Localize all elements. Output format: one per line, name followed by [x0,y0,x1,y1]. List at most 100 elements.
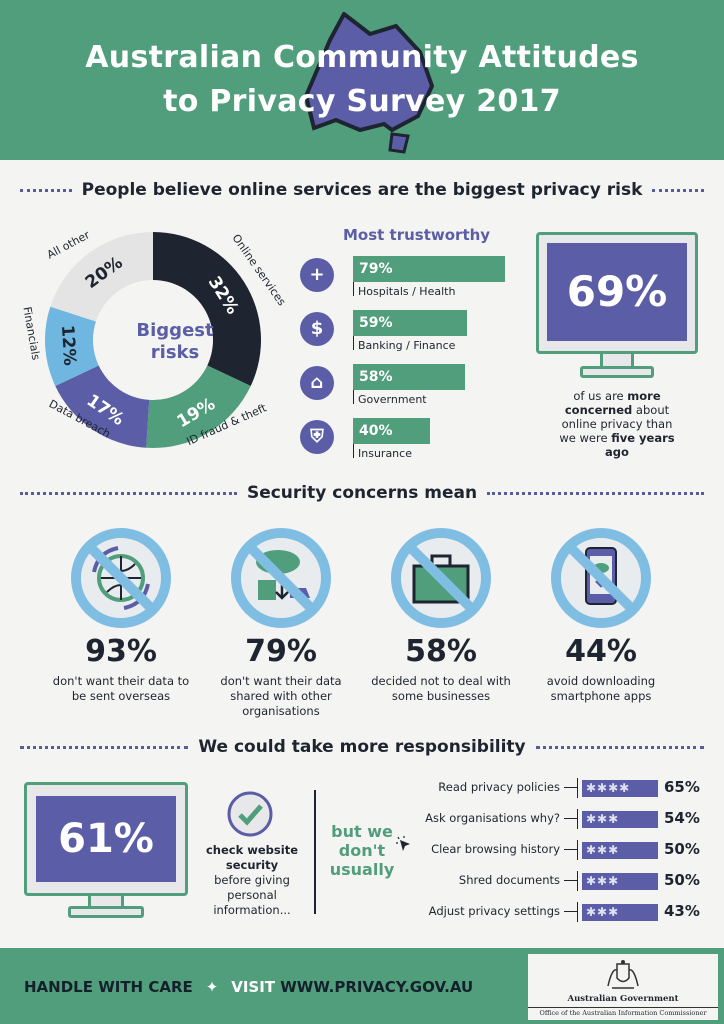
monitor-stand [88,896,124,908]
monitor-caption: of us are more concerned about online pr… [552,389,682,459]
concern-item: 93% don't want their data to be sent ove… [46,528,196,703]
check-bold: check website security [205,843,298,872]
briefcase-icon [391,528,491,628]
password-bar: ✱✱✱ [582,811,658,828]
checkmark-icon [227,791,273,837]
but-we-line: but we [331,822,393,841]
plus-icon: + [300,258,334,292]
responsibility-connector [577,809,578,829]
monitor-pct: 69% [547,243,687,341]
cloud-share-icon [231,528,331,628]
monitor-pct: 61% [36,796,176,882]
gov-line-1: Australian Government [567,994,679,1004]
responsibility-label: Adjust privacy settings [428,904,560,918]
responsibility-label: Shred documents [458,873,560,887]
donut-center-label: Biggest risks [120,320,230,364]
monitor-base [580,366,654,378]
trust-row: +79% Hospitals / Health [300,256,520,304]
trust-label: Banking / Finance [358,339,456,352]
dotted-divider [652,188,705,192]
concern-item: 79% don't want their data shared with ot… [206,528,356,718]
trust-label: Government [358,393,427,406]
monitor-base [68,906,144,918]
check-website-text: check website security before giving per… [202,843,302,918]
vertical-divider [314,790,316,914]
caption-bold: more concerned [564,389,661,417]
section-heading: We could take more responsibility [198,737,526,757]
visit-label: VISIT [231,978,276,996]
government-logo: Australian Government Office of the Aust… [528,954,718,1020]
section-title-responsibility: We could take more responsibility [20,737,704,757]
concern-desc: don't want their data to be sent oversea… [52,674,190,703]
donut-slice-pct: 12% [57,324,80,366]
responsibility-connector [577,778,578,798]
donut-slice [45,306,99,386]
trust-bar: 79% [353,256,505,282]
responsibility-label: Clear browsing history [431,842,560,856]
trust-bar-tick [353,336,354,350]
responsibility-pct: 43% [664,902,700,920]
password-bar: ✱✱✱✱ [582,780,658,797]
responsibility-pct: 54% [664,809,700,827]
section-title-security: Security concerns mean [20,483,705,503]
trust-bar: 59% [353,310,467,336]
footer: HANDLE WITH CARE ✦ VISIT WWW.PRIVACY.GOV… [0,948,724,1024]
responsibility-connector [564,880,578,881]
caption-part: of us are [573,389,628,403]
donut-slice [153,232,261,386]
trust-bar-tick [353,282,354,296]
password-bar: ✱✱✱ [582,842,658,859]
concern-item: 58% decided not to deal with some busine… [366,528,516,703]
caption-bold: five years ago [605,431,675,459]
trust-bar-tick [353,390,354,404]
trust-row: ⛨ 40% Insurance [300,418,520,466]
dotted-divider [20,745,189,749]
concern-desc: decided not to deal with some businesses [371,674,511,703]
responsibility-pct: 50% [664,871,700,889]
trust-bar-tick [353,444,354,458]
trust-bar: 58% [353,364,465,390]
dotted-divider [20,491,237,495]
coat-of-arms-icon [607,960,639,989]
cursor-sparkle-icon: ✦ [205,978,219,996]
responsibility-connector [577,840,578,860]
trust-label: Insurance [358,447,412,460]
responsibility-row: Adjust privacy settings ✱✱✱ 43% [400,902,710,924]
responsibility-connector [564,911,578,912]
but-we-line: don't [338,841,386,860]
dotted-divider [20,188,72,192]
responsibility-pct: 50% [664,840,700,858]
gov-line-2: Office of the Australian Information Com… [528,1007,718,1017]
donut-slice [50,232,153,322]
trust-title: Most trustworthy [343,226,491,244]
responsibility-row: Shred documents ✱✱✱ 50% [400,871,710,893]
dollar-icon: $ [300,312,334,346]
donut-center-line-1: Biggest [136,320,214,341]
government-building-icon: ⌂ [300,366,334,400]
shield-icon: ⛨ [300,420,334,454]
responsibility-row: Clear browsing history ✱✱✱ 50% [400,840,710,862]
but-we-dont-usually: but we don't usually [320,822,404,879]
concern-desc: don't want their data shared with other … [220,674,342,718]
responsibility-label: Read privacy policies [438,780,560,794]
dotted-divider [487,491,705,495]
responsibility-connector [564,818,578,819]
handle-with-care: HANDLE WITH CARE [24,978,193,996]
responsibility-row: Read privacy policies ✱✱✱✱ 65% [400,778,710,800]
responsibility-connector [564,787,578,788]
dotted-divider [535,745,704,749]
concern-desc: avoid downloading smartphone apps [546,674,656,703]
cursor-icon [396,836,410,851]
privacy-url-link[interactable]: WWW.PRIVACY.GOV.AU [280,978,474,996]
monitor-stand [600,354,634,368]
smartphone-download-icon [551,528,651,628]
responsibility-row: Ask organisations why? ✱✱✱ 54% [400,809,710,831]
check-rest: before giving personal information... [213,873,291,917]
but-we-line: usually [329,860,395,879]
trust-label: Hospitals / Health [358,285,456,298]
responsibility-label: Ask organisations why? [425,811,560,825]
australia-map-icon [303,12,435,154]
section-title-risk: People believe online services are the b… [20,180,705,200]
header-banner: Australian Community Attitudes to Privac… [0,0,724,160]
